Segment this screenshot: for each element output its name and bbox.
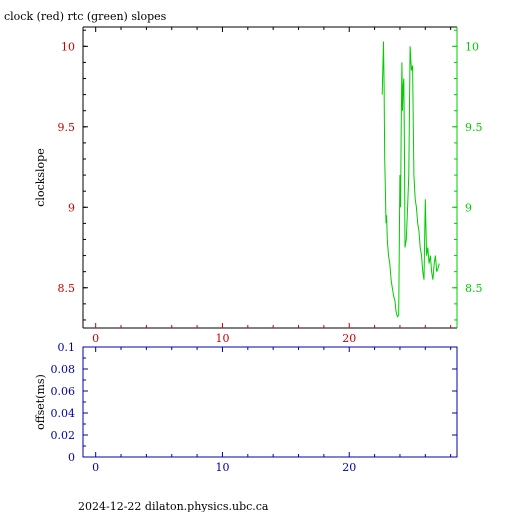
top-y-tick-label-left: 10 (61, 40, 75, 53)
top-y-tick-label-right: 10 (465, 40, 479, 53)
top-y-tick-label-left: 9.5 (58, 121, 76, 134)
top-y-tick-label-left: 9 (68, 201, 75, 214)
bottom-frame (82, 346, 458, 458)
bottom-y-tick-label: 0.06 (51, 385, 76, 398)
top-y-tick-label-right: 9 (465, 201, 472, 214)
bottom-y-tick-label: 0.04 (51, 407, 76, 420)
top-y-axis-label: clockslope (34, 148, 47, 206)
chart-title: clock (red) rtc (green) slopes (4, 10, 167, 23)
bottom-y-axis-label: offset(ms) (34, 374, 47, 430)
top-panel: 0 10 20 10 10 9.5 9.5 9 9 8.5 8.5 clockslope (34, 26, 483, 345)
bottom-y-tick-label: 0.02 (51, 429, 76, 442)
bottom-y-tick-label: 0 (68, 451, 75, 464)
bottom-x-tick-label: 20 (342, 461, 356, 474)
rtc-slope-series-line (381, 41, 440, 318)
top-x-tick-label: 0 (92, 332, 99, 345)
bottom-y-tick-label: 0.1 (58, 341, 76, 354)
bottom-x-tick-label: 10 (215, 461, 229, 474)
footer-text: 2024-12-22 dilaton.physics.ubc.ca (78, 500, 269, 512)
top-y-tick-label-left: 8.5 (58, 282, 76, 295)
bottom-y-tick-label: 0.08 (51, 363, 76, 376)
top-x-tick-label: 10 (215, 332, 229, 345)
top-x-tick-label: 20 (342, 332, 356, 345)
bottom-panel: 0 10 20 0 0.02 0.04 0.06 0.08 0.1 offset(ms) (34, 341, 458, 474)
bottom-x-tick-label: 0 (92, 461, 99, 474)
top-y-tick-label-right: 9.5 (465, 121, 483, 134)
top-y-tick-label-right: 8.5 (465, 282, 483, 295)
